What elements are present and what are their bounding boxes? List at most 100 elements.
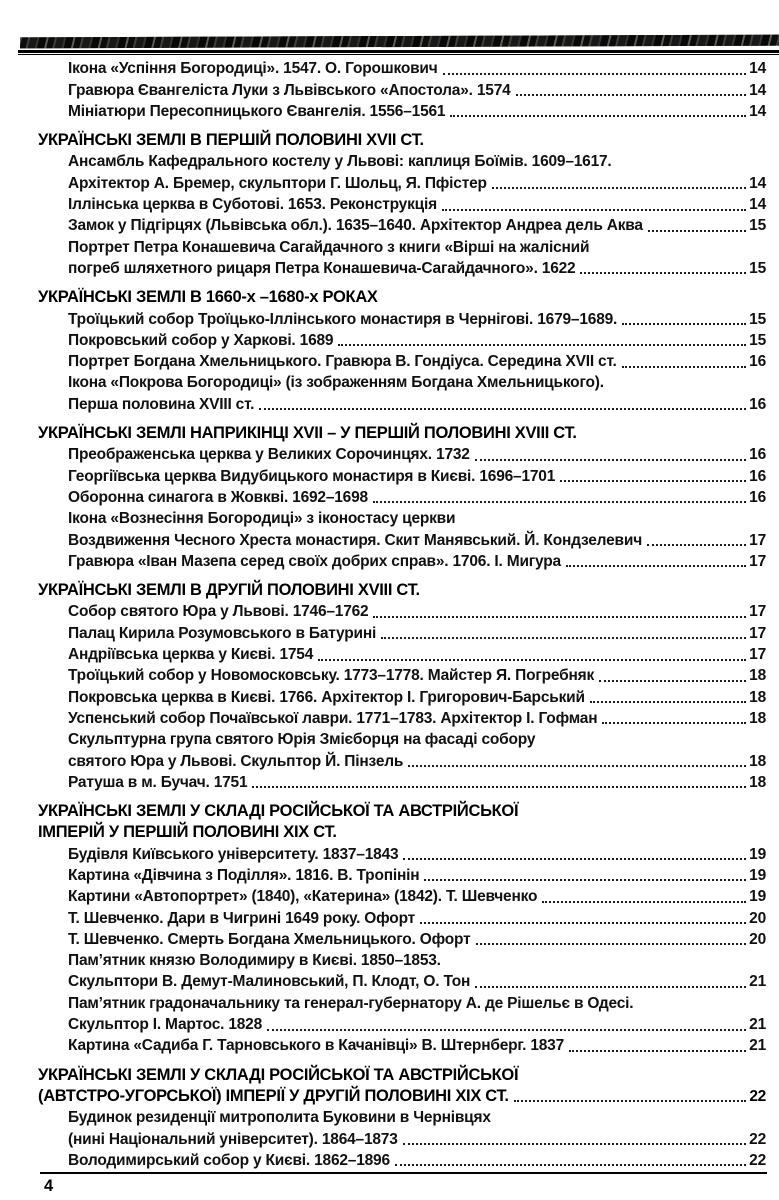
toc-entry: Успенський собор Почаївської лаври. 1771… [38, 707, 766, 728]
toc-item-text: УКРАЇНСЬКІ ЗЕМЛІ В ПЕРШІЙ ПОЛОВИНІ XVII … [38, 131, 424, 150]
dot-leader [424, 879, 747, 882]
footer-rule [40, 1172, 767, 1174]
toc-list: Ікона «Успіння Богородиці». 1547. О. Гор… [38, 57, 766, 1170]
toc-item-text: Оборонна синагога в Жовкві. 1692–1698 [68, 488, 368, 506]
toc-page-number: 18 [749, 773, 766, 791]
toc-item-text: Перша половина XVIII ст. [68, 395, 255, 413]
header-decorative-bar [19, 34, 779, 49]
dot-leader [267, 1028, 747, 1031]
toc-entry: Палац Кирила Розумовського в Батурині 17 [38, 621, 766, 642]
toc-entry: Замок у Підгірцях (Львівська обл.). 1635… [38, 214, 766, 235]
dot-leader [602, 722, 747, 725]
toc-item-text: Гравюра «Іван Мазепа серед своїх добрих … [68, 552, 561, 570]
toc-item-text: Пам’ятник князю Володимиру в Києві. 1850… [68, 952, 441, 970]
toc-page-number: 21 [749, 973, 766, 991]
toc-entry: Оборонна синагога в Жовкві. 1692–1698 16 [38, 486, 766, 507]
toc-item-text: Палац Кирила Розумовського в Батурині [68, 624, 377, 642]
toc-item-text: Троїцький собор у Новомосковську. 1773–1… [68, 667, 595, 685]
dot-leader [565, 565, 747, 568]
toc-entry: Ікона «Успіння Богородиці». 1547. О. Гор… [38, 57, 766, 78]
toc-item-text: Архітектор А. Бремер, скульптори Г. Шоль… [68, 174, 487, 192]
toc-item-text: Ратуша в м. Бучач. 1751 [68, 773, 248, 791]
toc-entry: Картина «Дівчина з Поділля». 1816. В. Тр… [38, 864, 766, 885]
toc-item-text: Ікона «Покрова Богородиці» (із зображенн… [68, 374, 604, 392]
toc-page-number: 15 [749, 310, 766, 328]
toc-entry: Мініатюри Пересопницького Євангелія. 155… [38, 100, 766, 121]
toc-item-text: Преображенська церква у Великих Сорочинц… [68, 446, 470, 464]
toc-page-number: 18 [749, 752, 766, 770]
toc-section-heading: УКРАЇНСЬКІ ЗЕМЛІ У СКЛАДІ РОСІЙСЬКОЇ ТА … [38, 800, 766, 821]
dot-leader [589, 701, 747, 704]
toc-page-number: 22 [749, 1151, 766, 1169]
toc-entry: Володимирський собор у Києві. 1862–1896 2… [38, 1149, 766, 1170]
toc-item-text: Картини «Автопортрет» (1840), «Катерина»… [68, 888, 538, 906]
toc-page-number: 21 [749, 1037, 766, 1055]
toc-item-text: Ансамбль Кафедрального костелу у Львові:… [68, 153, 612, 171]
toc-page-number: 19 [749, 866, 766, 884]
toc-entry: Воздвиження Чесного Хреста монастиря. Ск… [38, 528, 766, 549]
toc-entry: Ратуша в м. Бучач. 1751 18 [38, 771, 766, 792]
toc-entry: Картини «Автопортрет» (1840), «Катерина»… [38, 885, 766, 906]
toc-item-text: Будинок резиденції митрополита Буковини … [68, 1109, 491, 1127]
dot-leader [621, 365, 747, 368]
toc-entry: Портрет Петра Конашевича Сагайдачного з … [38, 235, 766, 256]
toc-section-heading: УКРАЇНСЬКІ ЗЕМЛІ В ПЕРШІЙ ПОЛОВИНІ XVII … [38, 129, 766, 150]
dot-leader [647, 229, 747, 232]
toc-entry: Ікона «Вознесіння Богородиці» з іконоста… [38, 507, 766, 528]
toc-item-text: святого Юра у Львові. Скульптор Й. Пінзе… [68, 752, 404, 770]
dot-leader [318, 658, 747, 661]
toc-item-text: Т. Шевченко. Дари в Чигрині 1649 року. О… [68, 909, 416, 927]
toc-item-text: Картина «Дівчина з Поділля». 1816. В. Тр… [68, 866, 420, 884]
toc-page-number: 17 [749, 624, 766, 642]
toc-item-text: Скульптурна група святого Юрія Змієборця… [68, 731, 536, 749]
toc-item-text: Іллінська церква в Суботові. 1653. Рекон… [68, 196, 437, 214]
dot-leader [259, 408, 747, 411]
toc-item-text: Портрет Богдана Хмельницького. Гравюра В… [68, 353, 617, 371]
toc-page-number: 20 [749, 930, 766, 948]
dot-leader [599, 679, 747, 682]
toc-item-text: Пам’ятник градоначальнику та генерал-губ… [68, 994, 634, 1012]
toc-entry: Ансамбль Кафедрального костелу у Львові:… [38, 150, 766, 171]
toc-page-number: 17 [749, 646, 766, 664]
toc-item-text: (нині Національний університет). 1864–18… [68, 1130, 398, 1148]
toc-item-text: Мініатюри Пересопницького Євангелія. 155… [68, 102, 446, 120]
toc-item-text: Ікона «Успіння Богородиці». 1547. О. Гор… [68, 60, 438, 78]
toc-item-text: УКРАЇНСЬКІ ЗЕМЛІ У СКЛАДІ РОСІЙСЬКОЇ ТА … [38, 1065, 519, 1084]
toc-item-text: Картина «Садиба Г. Тарновського в Качані… [68, 1037, 565, 1055]
toc-entry: Перша половина XVIII ст. 16 [38, 392, 766, 413]
toc-entry: Собор святого Юра у Львові. 1746–1762 17 [38, 600, 766, 621]
toc-page-number: 22 [749, 1087, 766, 1105]
toc-entry: Покровська церква в Києві. 1766. Архітек… [38, 685, 766, 706]
toc-page-number: 18 [749, 688, 766, 706]
toc-item-text: Ікона «Вознесіння Богородиці» з іконоста… [68, 510, 456, 528]
dot-leader [475, 985, 747, 988]
toc-page-number: 15 [749, 331, 766, 349]
toc-page-number: 16 [749, 395, 766, 413]
toc-item-text: УКРАЇНСЬКІ ЗЕМЛІ В 1660-х –1680-х РОКАХ [38, 288, 378, 307]
toc-entry: Картина «Садиба Г. Тарновського в Качані… [38, 1034, 766, 1055]
dot-leader [420, 922, 747, 925]
toc-page-number: 14 [749, 81, 766, 99]
toc-page-number: 17 [749, 552, 766, 570]
toc-page-number: 18 [749, 709, 766, 727]
toc-page-number: 16 [749, 446, 766, 464]
toc-item-text: Успенський собор Почаївської лаври. 1771… [68, 709, 598, 727]
toc-item-text: погреб шляхетного рицаря Петра Конашевич… [68, 259, 576, 277]
dot-leader [338, 344, 747, 347]
dot-leader [475, 943, 747, 946]
toc-item-text: Георгіївська церква Видубицького монасти… [68, 467, 556, 485]
toc-page-number: 16 [749, 467, 766, 485]
toc-entry: Гравюра Євангеліста Луки з Львівського «… [38, 78, 766, 99]
toc-item-text: УКРАЇНСЬКІ ЗЕМЛІ В ДРУГІЙ ПОЛОВИНІ XVIII… [38, 581, 420, 600]
toc-item-text: Будівля Київського університету. 1837–18… [68, 845, 399, 863]
toc-page-number: 19 [749, 845, 766, 863]
toc-entry: Скульптори В. Демут-Малиновський, П. Кло… [38, 970, 766, 991]
dot-leader [403, 858, 747, 861]
toc-item-text: Т. Шевченко. Смерть Богдана Хмельницьког… [68, 930, 471, 948]
dot-leader [622, 323, 747, 326]
dot-leader [252, 786, 747, 789]
toc-page-number: 22 [749, 1130, 766, 1148]
header-rule-thick [18, 50, 779, 53]
page-number: 4 [44, 1177, 54, 1195]
toc-page-number: 16 [749, 353, 766, 371]
